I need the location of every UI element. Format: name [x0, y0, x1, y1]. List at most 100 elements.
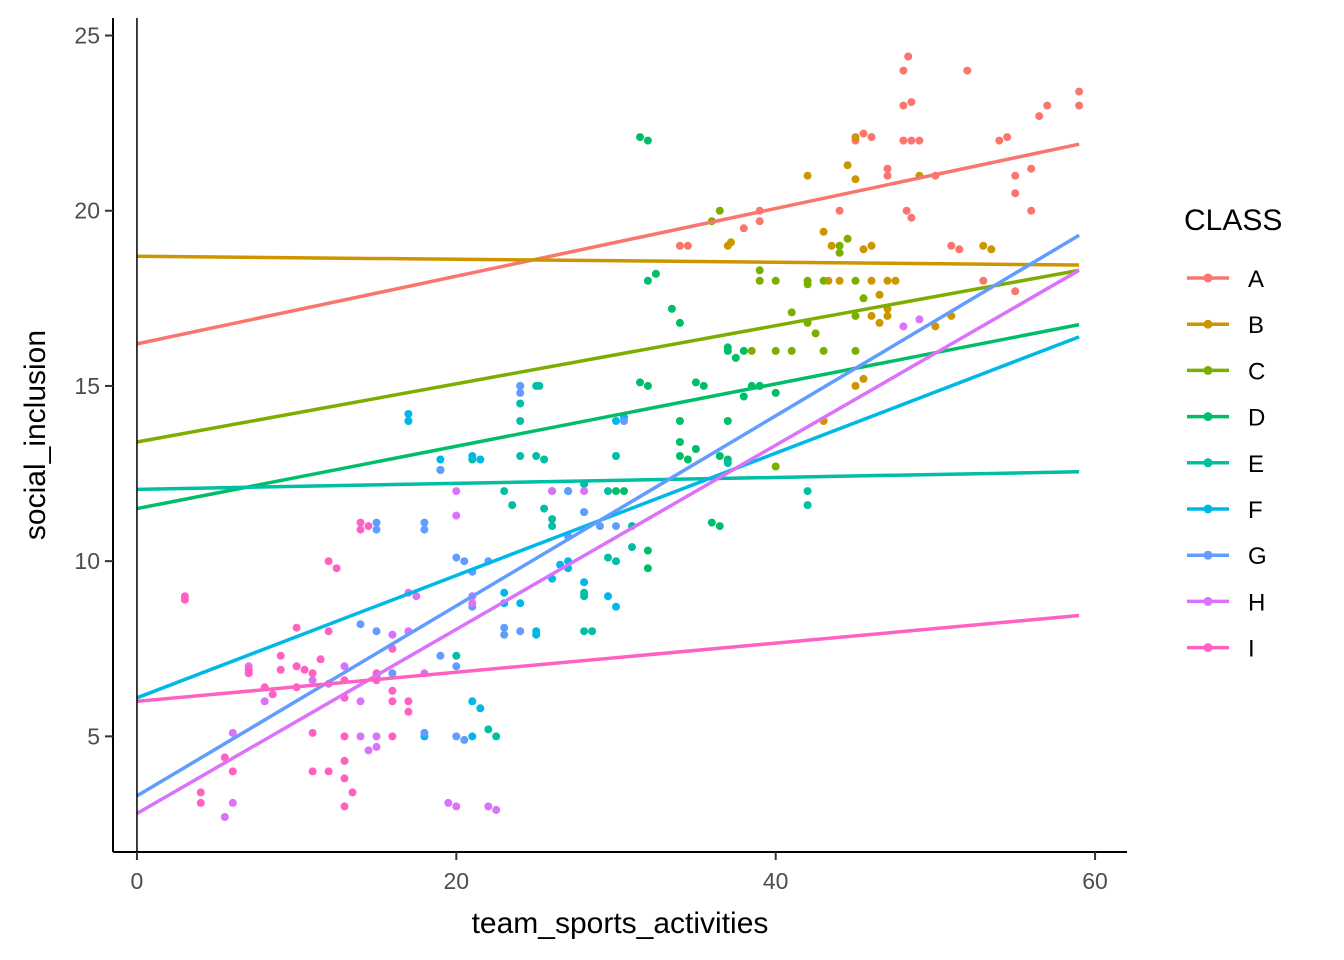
point-D-20 [731, 353, 740, 362]
point-E-10 [548, 522, 557, 531]
point-B-26 [987, 245, 996, 254]
legend-label-E: E [1248, 451, 1264, 478]
point-D-30 [612, 487, 620, 496]
point-H-24 [452, 802, 461, 811]
point-C-1 [715, 206, 724, 215]
point-D-27 [723, 343, 732, 352]
point-I-13 [308, 669, 317, 678]
point-F-15 [612, 602, 620, 611]
legend-item-H: H [1187, 589, 1265, 616]
legend-label-F: F [1248, 497, 1263, 524]
point-B-4 [827, 241, 836, 250]
point-B-19 [891, 276, 900, 285]
point-I-16 [300, 665, 309, 674]
point-I-26 [340, 774, 349, 783]
point-C-2 [747, 346, 756, 355]
point-I-17 [316, 655, 325, 664]
point-I-2 [196, 788, 205, 797]
fit-line-C [136, 268, 1080, 444]
legend-key-point-C [1203, 365, 1213, 375]
point-G-22 [516, 381, 525, 390]
legend-item-B: B [1187, 312, 1264, 339]
point-B-11 [867, 241, 876, 250]
point-I-34 [388, 686, 397, 695]
point-E-7 [540, 455, 549, 464]
point-H-2 [220, 813, 229, 821]
legend-item-D: D [1187, 405, 1265, 432]
point-D-5 [643, 381, 652, 390]
legend-key-point-D [1203, 412, 1213, 422]
point-D-1 [643, 136, 652, 145]
point-D-22 [739, 392, 748, 401]
point-D-26 [739, 346, 748, 355]
point-B-15 [859, 374, 868, 383]
point-I-14 [308, 728, 317, 737]
fit-line-H [136, 268, 1080, 815]
point-C-5 [771, 276, 780, 285]
x-tick-label-60: 60 [1082, 868, 1108, 894]
point-E-4 [535, 381, 544, 390]
point-C-12 [819, 276, 828, 285]
point-E-26 [628, 543, 636, 552]
point-I-10 [276, 651, 285, 660]
point-B-9 [851, 175, 860, 184]
point-E-21 [604, 553, 612, 562]
point-H-8 [340, 662, 349, 671]
point-A-2 [739, 224, 748, 233]
legend-label-G: G [1248, 543, 1267, 570]
point-H-0 [228, 728, 237, 737]
point-B-13 [867, 311, 876, 320]
point-I-29 [356, 518, 365, 527]
point-F-8 [532, 630, 541, 639]
point-A-7 [859, 129, 868, 138]
legend-item-F: F [1187, 497, 1263, 524]
point-C-14 [835, 248, 844, 257]
legend-key-point-A [1203, 273, 1213, 283]
plot-marks [136, 52, 1084, 821]
point-H-20 [452, 511, 461, 520]
point-F-1 [404, 417, 413, 425]
point-G-2 [356, 620, 365, 629]
y-tick-label-5: 5 [87, 723, 100, 749]
legend-label-A: A [1248, 266, 1264, 293]
point-D-7 [675, 318, 684, 327]
legend-key-point-B [1203, 319, 1213, 329]
point-H-26 [492, 805, 501, 814]
point-A-15 [899, 136, 908, 145]
point-I-19 [324, 557, 333, 566]
point-E-23 [612, 452, 620, 460]
point-H-13 [372, 732, 381, 741]
fit-line-A [136, 142, 1080, 346]
point-E-22 [612, 557, 620, 566]
point-D-15 [707, 518, 716, 527]
point-E-20 [588, 627, 597, 636]
point-A-9 [883, 171, 892, 180]
point-D-16 [715, 522, 724, 531]
y-tick-label-20: 20 [74, 198, 100, 224]
legend-label-I: I [1248, 636, 1255, 663]
point-D-3 [651, 269, 660, 278]
point-D-29 [643, 564, 652, 573]
point-I-37 [404, 697, 413, 706]
point-D-4 [636, 378, 644, 387]
point-F-20 [468, 697, 477, 706]
point-A-4 [755, 217, 764, 226]
point-G-19 [500, 623, 509, 632]
point-G-28 [596, 522, 604, 531]
point-I-35 [388, 697, 397, 706]
point-C-17 [851, 276, 860, 285]
point-C-18 [851, 311, 860, 320]
point-E-13 [508, 501, 517, 510]
point-I-25 [340, 756, 349, 765]
point-A-27 [1011, 189, 1020, 198]
point-G-1 [372, 525, 381, 534]
point-A-31 [1043, 101, 1052, 110]
point-I-9 [268, 690, 277, 699]
point-D-12 [691, 378, 700, 387]
point-H-30 [915, 315, 924, 324]
legend-label-B: B [1248, 312, 1264, 339]
legend-title: CLASS [1184, 204, 1282, 237]
point-E-29 [452, 651, 461, 660]
point-I-3 [196, 798, 205, 807]
